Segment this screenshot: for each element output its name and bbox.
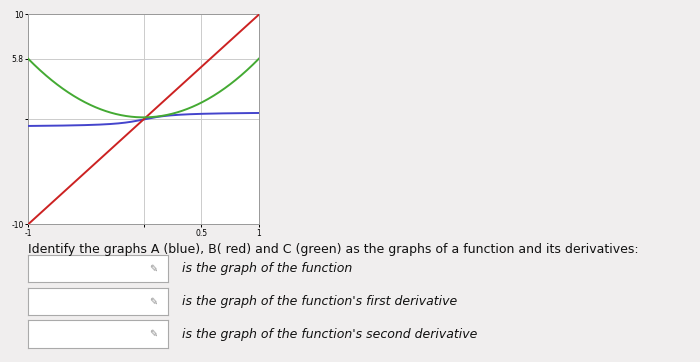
Text: ✎: ✎ [148, 264, 157, 274]
Text: is the graph of the function's second derivative: is the graph of the function's second de… [182, 328, 477, 341]
Text: is the graph of the function: is the graph of the function [182, 262, 352, 275]
Text: ✎: ✎ [148, 329, 157, 339]
Text: ✎: ✎ [148, 296, 157, 306]
Text: Identify the graphs A (blue), B( red) and C (green) as the graphs of a function : Identify the graphs A (blue), B( red) an… [28, 243, 638, 256]
Text: is the graph of the function's first derivative: is the graph of the function's first der… [182, 295, 457, 308]
